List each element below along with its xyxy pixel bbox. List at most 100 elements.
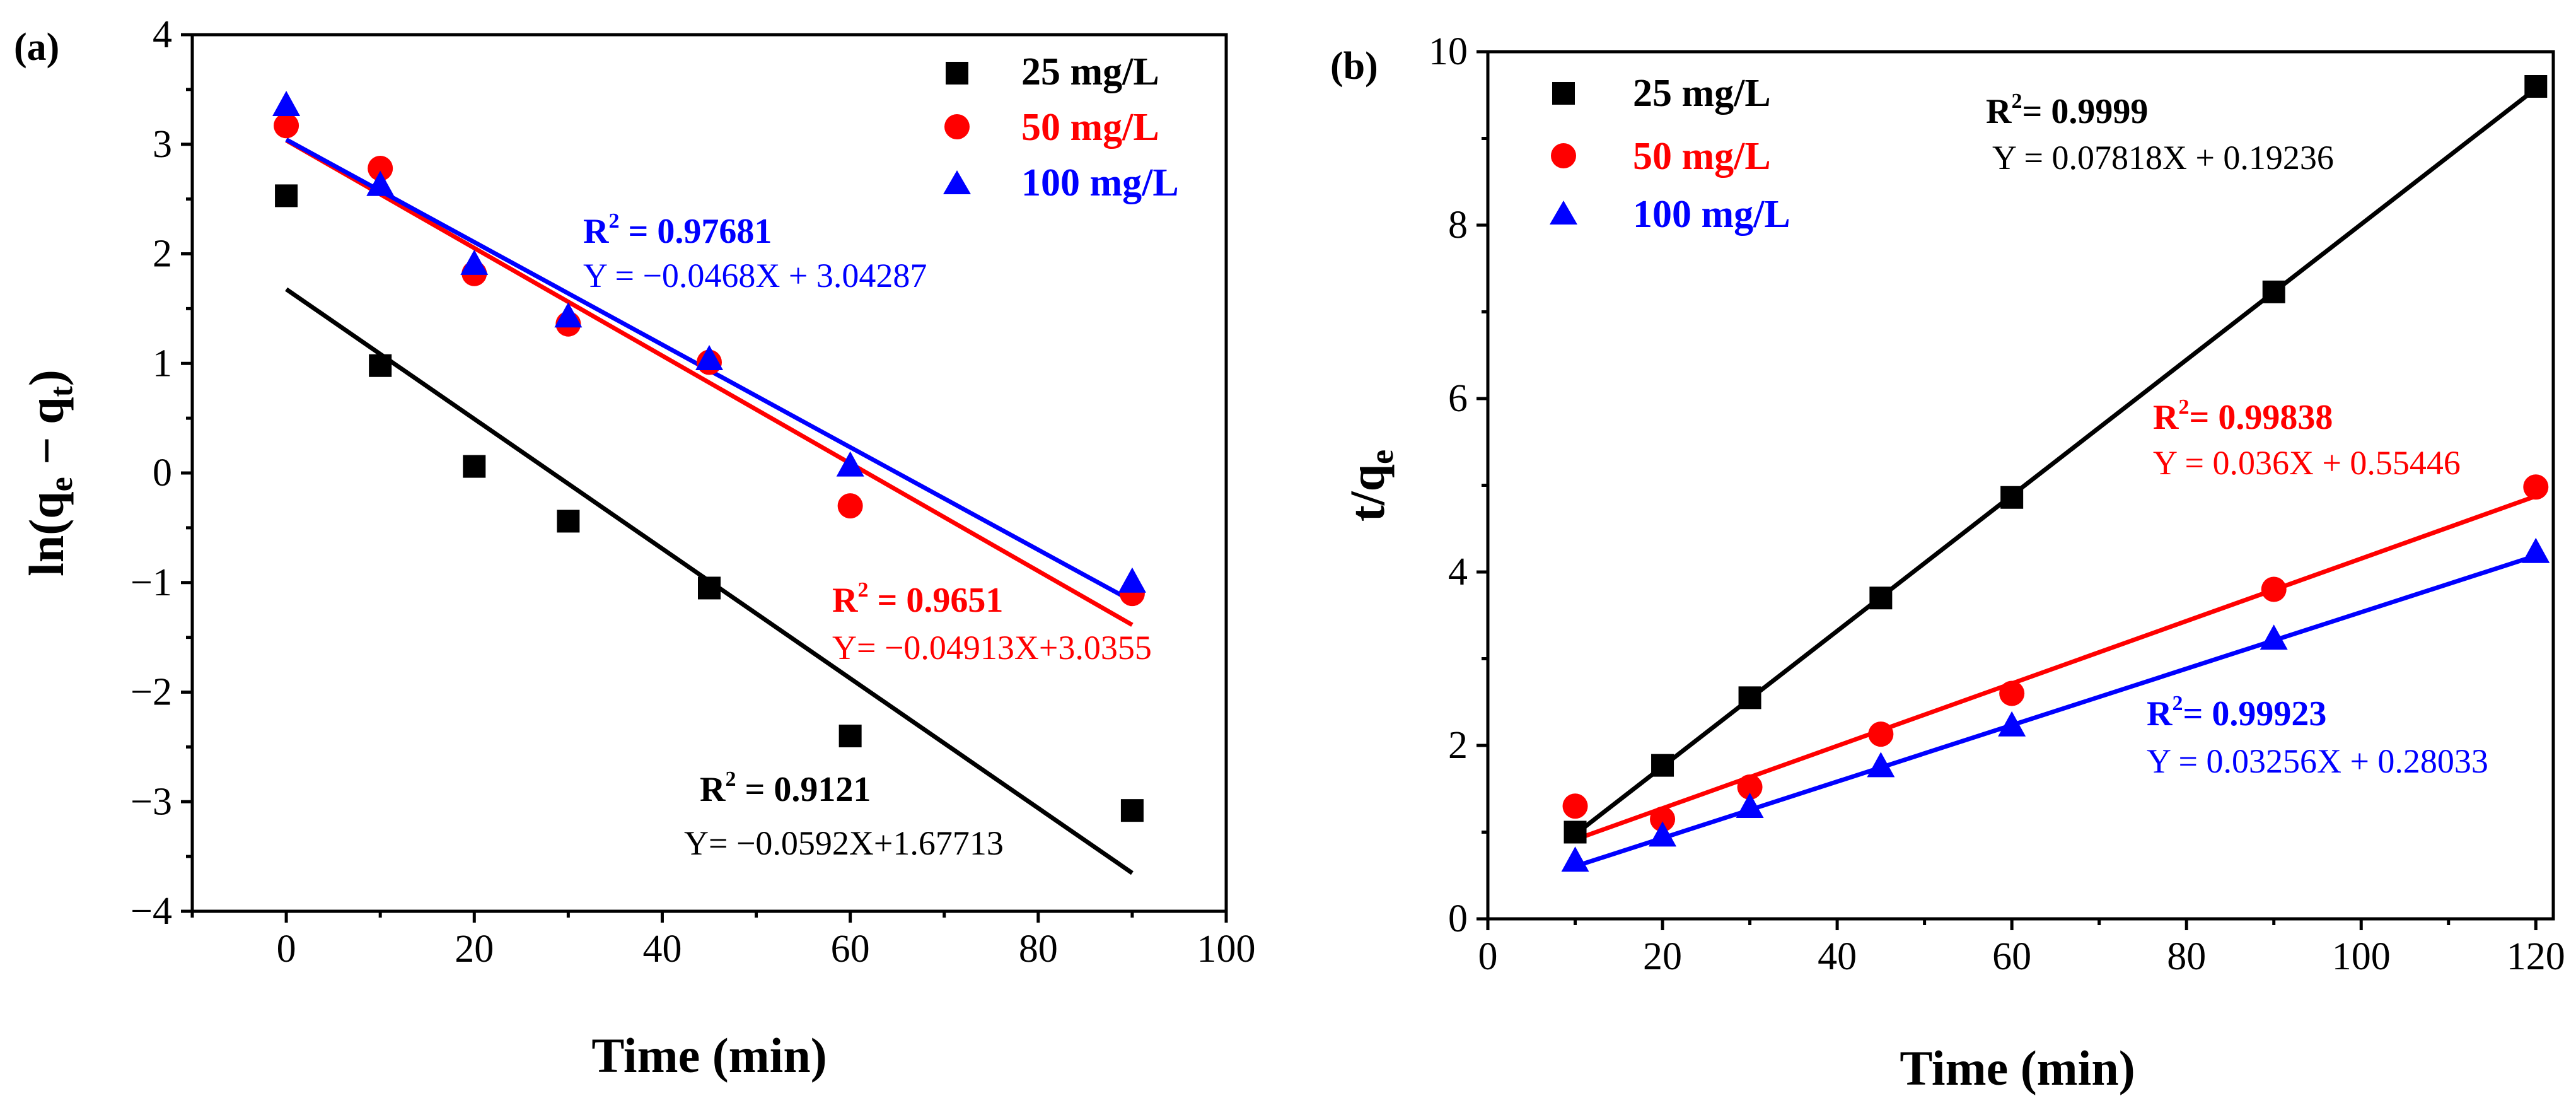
- data-point-25mgL: [369, 354, 392, 377]
- panel-a-r2-100: R2 = 0.97681: [583, 209, 772, 251]
- y-tick-label: 3: [153, 123, 172, 166]
- panel-b-legend: 25 mg/L 50 mg/L 100 mg/L: [1550, 72, 1790, 236]
- fit-line-50mgL: [285, 138, 1134, 627]
- fit-line-50mgL: [1574, 494, 2537, 842]
- legend-b-25-label: 25 mg/L: [1633, 72, 1771, 115]
- y-tick-label: 2: [153, 233, 172, 276]
- data-point-25mgL: [2524, 75, 2548, 98]
- data-point-100mgL: [1867, 752, 1895, 778]
- data-point-100mgL: [2260, 624, 2288, 650]
- x-tick-label: 60: [831, 928, 870, 971]
- legend-a-50-label: 50 mg/L: [1021, 106, 1159, 149]
- data-point-25mgL: [1738, 686, 1761, 709]
- panel-b-ticks: 0 20 40 60 80 100 120 0 2 4 6 8 10: [1429, 30, 2565, 978]
- data-point-25mgL: [1120, 799, 1144, 822]
- data-point-50mgL: [1650, 806, 1676, 832]
- x-tick-label: 120: [2507, 935, 2565, 978]
- panel-b: (b) 0 20 40 60 80 100 120 0 2 4 6 8 10 Time (min) t/…: [1330, 30, 2565, 1095]
- data-point-25mgL: [2262, 280, 2285, 303]
- fit-line-100mgL: [1574, 553, 2537, 869]
- data-point-25mgL: [463, 455, 486, 478]
- data-point-100mgL: [2522, 537, 2550, 563]
- x-tick-label: 20: [455, 928, 494, 971]
- x-tick-label: 20: [1643, 935, 1682, 978]
- x-tick-label: 80: [1019, 928, 1058, 971]
- legend-b-25-marker: [1552, 82, 1575, 105]
- panel-a-x-axis-label: Time (min): [591, 1028, 827, 1083]
- fit-line-25mgL: [1574, 86, 2538, 836]
- panel-a-eq-100: Y = −0.0468X + 3.04287: [583, 257, 927, 295]
- y-tick-label: 0: [1448, 897, 1468, 940]
- data-point-25mgL: [698, 576, 721, 600]
- x-tick-label: 0: [1478, 935, 1498, 978]
- legend-a-25-marker: [946, 62, 968, 85]
- panel-b-r2-50: R2= 0.99838: [2153, 395, 2333, 437]
- data-point-50mgL: [2523, 474, 2549, 500]
- legend-b-50-marker: [1551, 143, 1576, 168]
- legend-a-25-label: 25 mg/L: [1021, 50, 1159, 93]
- data-point-50mgL: [1562, 793, 1588, 819]
- panel-b-x-axis-label: Time (min): [1900, 1041, 2135, 1095]
- x-tick-label: 80: [2167, 935, 2206, 978]
- y-tick-label: 1: [153, 342, 172, 385]
- y-tick-label: 4: [153, 13, 172, 56]
- data-point-50mgL: [368, 155, 393, 181]
- data-point-50mgL: [274, 113, 299, 139]
- panel-b-r2-25: R2= 0.9999: [1986, 90, 2148, 131]
- legend-b-50-label: 50 mg/L: [1633, 135, 1771, 178]
- y-tick-label: 2: [1448, 724, 1468, 767]
- data-point-25mgL: [838, 725, 862, 747]
- x-tick-label: 40: [1818, 935, 1857, 978]
- y-tick-label: 10: [1429, 30, 1468, 73]
- data-point-25mgL: [275, 184, 298, 207]
- panel-a-label: (a): [14, 26, 59, 69]
- data-point-50mgL: [1868, 721, 1894, 747]
- data-point-100mgL: [1998, 711, 2026, 737]
- panel-a-ticks: 0 20 40 60 80 100 −4 −3 −2 −1 0 1 2 3 4: [131, 13, 1255, 971]
- panel-a-eq-50: Y= −0.04913X+3.0355: [832, 629, 1152, 667]
- panel-b-r2-100: R2= 0.99923: [2147, 692, 2326, 733]
- panel-a-points: [272, 90, 1146, 822]
- data-point-100mgL: [1649, 821, 1677, 847]
- panel-b-points: [1561, 75, 2550, 872]
- panel-b-label: (b): [1330, 45, 1378, 88]
- data-point-100mgL: [460, 249, 489, 275]
- data-point-50mgL: [1737, 774, 1763, 800]
- data-point-100mgL: [366, 170, 395, 196]
- panel-b-eq-100: Y = 0.03256X + 0.28033: [2147, 742, 2488, 780]
- y-tick-label: −4: [131, 890, 172, 933]
- x-tick-label: 100: [2332, 935, 2391, 978]
- data-point-100mgL: [272, 90, 301, 116]
- data-point-100mgL: [554, 302, 583, 328]
- x-tick-label: 40: [642, 928, 682, 971]
- x-tick-label: 100: [1197, 928, 1256, 971]
- data-point-25mgL: [1564, 820, 1587, 844]
- panel-b-eq-50: Y = 0.036X + 0.55446: [2153, 444, 2461, 482]
- data-point-25mgL: [1869, 587, 1893, 610]
- y-tick-label: 0: [153, 452, 172, 494]
- y-tick-label: 8: [1448, 204, 1468, 247]
- legend-a-50-marker: [944, 114, 970, 139]
- legend-b-100-label: 100 mg/L: [1633, 193, 1790, 236]
- data-point-25mgL: [2000, 486, 2024, 509]
- data-point-100mgL: [1561, 846, 1589, 872]
- data-point-100mgL: [1736, 793, 1764, 818]
- panel-b-plot-area: [1486, 50, 2555, 921]
- panel-b-eq-25: Y = 0.07818X + 0.19236: [1992, 139, 2334, 177]
- panel-b-fit-lines: [1574, 86, 2538, 869]
- x-tick-label: 60: [1992, 935, 2031, 978]
- y-tick-label: 6: [1448, 377, 1468, 420]
- data-point-100mgL: [836, 451, 864, 477]
- y-tick-label: −2: [131, 671, 172, 714]
- data-point-100mgL: [695, 345, 723, 371]
- data-point-100mgL: [1118, 567, 1146, 593]
- y-tick-label: 4: [1448, 551, 1468, 593]
- panel-b-y-axis-label: t/qe: [1340, 450, 1400, 522]
- x-tick-label: 0: [277, 928, 296, 971]
- data-point-50mgL: [2261, 576, 2287, 602]
- data-point-25mgL: [557, 510, 580, 533]
- legend-a-100-label: 100 mg/L: [1021, 161, 1179, 204]
- y-tick-label: −3: [131, 780, 172, 823]
- y-tick-label: −1: [131, 561, 172, 604]
